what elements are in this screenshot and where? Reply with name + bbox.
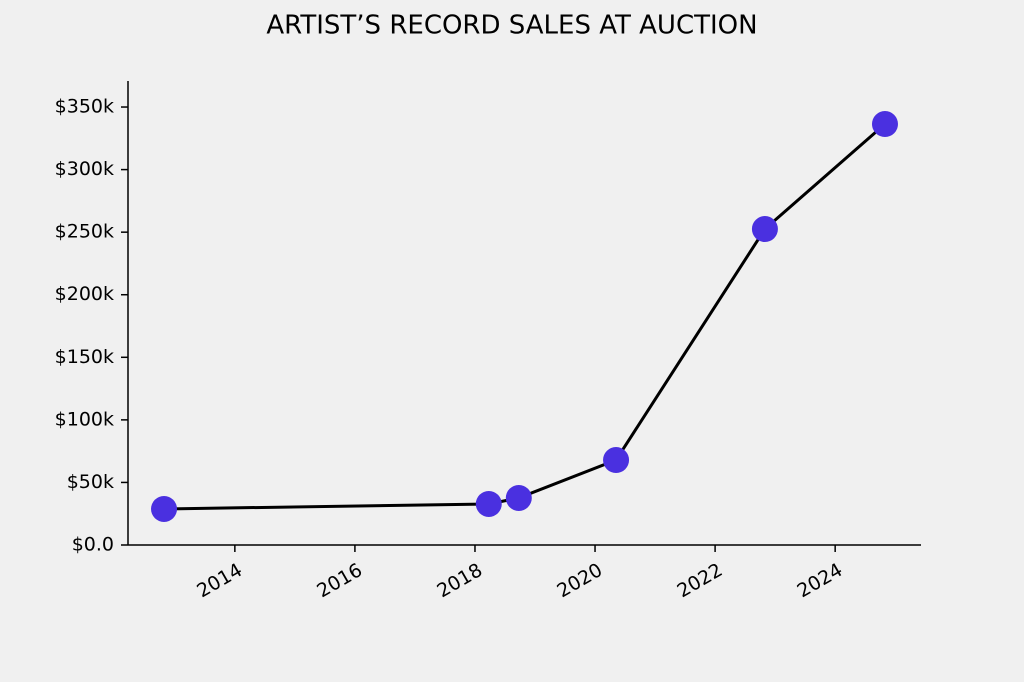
line: [163, 122, 886, 511]
point: [475, 490, 502, 517]
x-tick-label: 2016: [313, 559, 366, 602]
point: [151, 495, 178, 522]
x-tick-label: 2018: [433, 559, 486, 602]
y-tick-label: $0.0: [72, 534, 114, 556]
y-tick-label: $200k: [55, 283, 114, 305]
y-tick-label: $350k: [55, 96, 114, 118]
point: [871, 111, 898, 138]
chart-title: ARTIST’S RECORD SALES AT AUCTION: [266, 11, 757, 41]
y-tick-label: $300k: [55, 158, 114, 180]
y-tick-label: $100k: [55, 408, 114, 430]
x-tick-label: 2014: [193, 559, 246, 602]
point: [751, 216, 778, 243]
x-tick-label: 2020: [553, 559, 606, 602]
point: [603, 447, 630, 474]
y-tick-label: $250k: [55, 221, 114, 243]
x-tick-label: 2022: [673, 559, 726, 602]
y-tick-label: $150k: [55, 346, 114, 368]
x-tick-label: 2024: [794, 559, 847, 602]
y-tick-label: $50k: [67, 471, 114, 493]
point: [505, 484, 532, 511]
